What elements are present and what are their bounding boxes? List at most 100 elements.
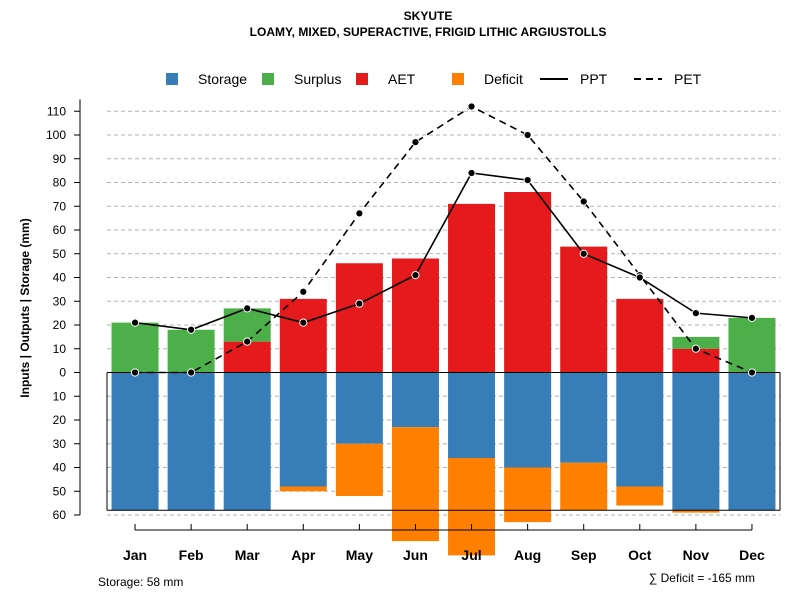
bar-storage-Oct xyxy=(616,372,664,487)
bar-aet-Aug xyxy=(504,192,552,373)
y-tick-label: 60 xyxy=(53,508,67,522)
bar-deficit-Jun xyxy=(391,427,439,542)
ppt-point-Feb xyxy=(187,325,196,334)
legend-label-ppt: PPT xyxy=(580,71,608,87)
bar-deficit-Nov xyxy=(672,510,720,513)
x-tick-label-Jan: Jan xyxy=(123,547,147,563)
legend-label-aet: AET xyxy=(388,71,416,87)
legend-label-deficit: Deficit xyxy=(484,71,523,87)
y-tick-label: 70 xyxy=(53,199,67,213)
y-tick-label: 50 xyxy=(53,484,67,498)
bar-aet-May xyxy=(335,263,383,373)
x-tick-label-May: May xyxy=(346,547,373,563)
y-tick-label: 10 xyxy=(53,342,67,356)
bars xyxy=(106,192,781,556)
y-tick-label: 30 xyxy=(53,294,67,308)
gridlines xyxy=(107,110,780,516)
bar-aet-Nov xyxy=(672,348,720,373)
y-tick-label: 50 xyxy=(53,247,67,261)
bar-surplus-Nov xyxy=(672,336,720,349)
bar-surplus-Feb xyxy=(167,329,215,373)
bar-deficit-Oct xyxy=(616,486,664,506)
legend: Storage Surplus AET Deficit PPT PET xyxy=(166,71,702,87)
bar-storage-Feb xyxy=(167,372,215,511)
y-tick-label: 60 xyxy=(53,223,67,237)
y-tick-label: 30 xyxy=(53,437,67,451)
legend-swatch-deficit xyxy=(452,73,464,85)
bar-storage-Jan xyxy=(111,372,159,511)
ppt-point-Aug xyxy=(523,176,532,185)
y-tick-label: 10 xyxy=(53,389,67,403)
bar-surplus-Jan xyxy=(111,322,159,373)
pet-point-Nov xyxy=(691,344,700,353)
x-tick-label-Jun: Jun xyxy=(403,547,428,563)
bar-aet-Sep xyxy=(560,246,608,373)
pet-point-Mar xyxy=(243,337,252,346)
y-axis-label: Inputs | Outputs | Storage (mm) xyxy=(18,218,32,397)
x-tick-label-Jul: Jul xyxy=(461,547,481,563)
legend-label-surplus: Surplus xyxy=(294,71,341,87)
y-tick-label: 110 xyxy=(47,104,66,118)
ppt-point-Oct xyxy=(635,273,644,282)
pet-point-Jul xyxy=(467,102,476,111)
ppt-point-Sep xyxy=(579,249,588,258)
x-tick-label-Aug: Aug xyxy=(514,547,541,563)
pet-point-Jun xyxy=(411,138,420,147)
y-tick-label: 80 xyxy=(53,176,67,190)
x-tick-label-Dec: Dec xyxy=(739,547,765,563)
x-tick-label-Apr: Apr xyxy=(291,547,316,563)
bar-storage-Jul xyxy=(448,372,496,458)
pet-point-May xyxy=(355,209,364,218)
y-tick-label: 20 xyxy=(53,413,67,427)
pet-point-Dec xyxy=(747,368,757,377)
bar-deficit-May xyxy=(335,443,383,496)
ppt-point-Dec xyxy=(747,313,757,322)
ppt-line xyxy=(134,172,753,331)
bar-deficit-Aug xyxy=(504,467,552,523)
pet-point-Aug xyxy=(523,130,532,140)
x-tick-label-Feb: Feb xyxy=(179,547,204,563)
legend-swatch-aet xyxy=(356,73,368,85)
y-tick-label: 40 xyxy=(53,271,67,285)
bar-surplus-Dec xyxy=(728,317,776,373)
x-axis: Jan Feb Mar Apr May Jun Jul Aug Sep Oct Nov Dec xyxy=(123,524,765,563)
bar-deficit-Jul xyxy=(448,458,496,556)
x-tick-label-Sep: Sep xyxy=(571,547,597,563)
x-tick-label-Oct: Oct xyxy=(628,547,652,563)
bar-aet-Mar xyxy=(223,341,271,373)
y-tick-label: 100 xyxy=(46,128,66,142)
bar-storage-Dec xyxy=(728,372,776,511)
deficit-total: ∑ Deficit = -165 mm xyxy=(649,571,755,585)
storage-note: Storage: 58 mm xyxy=(98,575,183,589)
y-tick-label: 40 xyxy=(53,461,67,475)
ppt-point-Jul xyxy=(467,168,476,178)
bar-aet-Jul xyxy=(448,203,496,373)
bar-storage-Mar xyxy=(223,372,271,511)
bar-aet-Apr xyxy=(279,298,327,373)
ppt-point-Apr xyxy=(299,318,308,327)
pet-point-Apr xyxy=(299,287,308,296)
ppt-point-Jun xyxy=(411,271,420,280)
x-tick-label-Nov: Nov xyxy=(683,547,710,563)
y-tick-label: 0 xyxy=(59,366,66,380)
legend-swatch-storage xyxy=(166,73,178,85)
legend-label-storage: Storage xyxy=(198,71,247,87)
pet-point-Jan xyxy=(130,368,140,377)
bar-aet-Oct xyxy=(616,298,664,373)
ppt-point-Nov xyxy=(691,309,700,318)
legend-swatch-surplus xyxy=(262,73,274,85)
chart-title: SKYUTE xyxy=(404,9,453,23)
pet-point-Sep xyxy=(579,197,588,206)
chart-subtitle: LOAMY, MIXED, SUPERACTIVE, FRIGID LITHIC… xyxy=(250,25,607,39)
bar-storage-Jun xyxy=(391,372,439,428)
bar-deficit-Sep xyxy=(560,462,608,511)
y-tick-label: 20 xyxy=(53,318,67,332)
series-lines xyxy=(130,102,757,377)
pet-line xyxy=(135,105,753,374)
bar-deficit-Apr xyxy=(279,486,327,492)
bar-storage-Aug xyxy=(504,372,552,468)
ppt-point-Mar xyxy=(243,304,252,313)
x-tick-label-Mar: Mar xyxy=(235,547,260,563)
